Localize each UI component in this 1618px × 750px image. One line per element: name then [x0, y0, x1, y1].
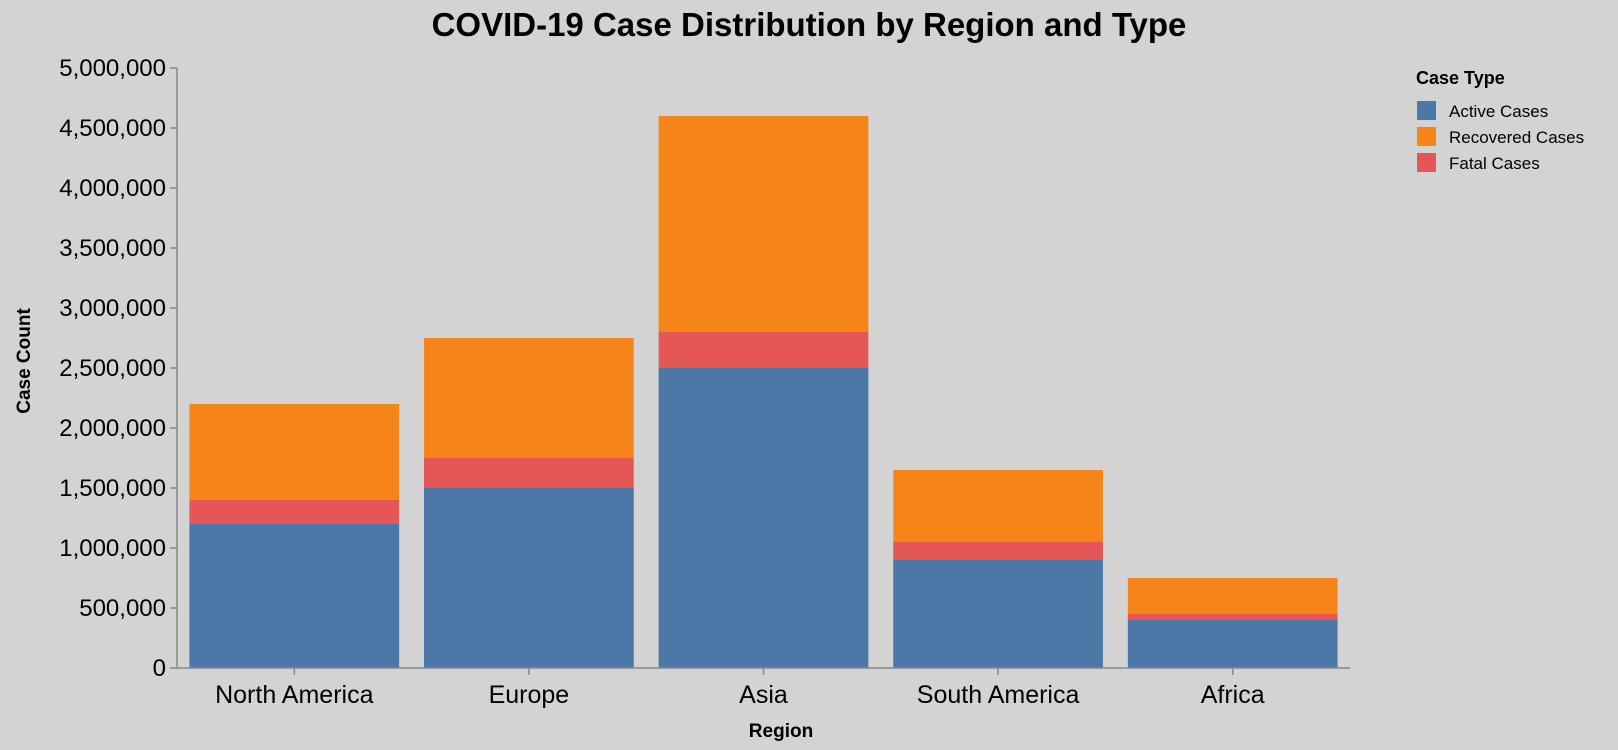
- legend-label-fatal-cases: Fatal Cases: [1449, 154, 1540, 173]
- bar-asia-active-cases: [658, 368, 869, 668]
- bar-north-america-fatal-cases: [189, 500, 400, 524]
- y-tick-label: 4,500,000: [59, 115, 166, 142]
- x-tick-label: North America: [215, 681, 373, 709]
- legend: Case Type Active Cases Recovered Cases Fat…: [1416, 68, 1584, 173]
- y-axis-title: Case Count: [14, 308, 35, 414]
- y-tick-label: 5,000,000: [59, 55, 166, 82]
- y-tick-label: 4,000,000: [59, 175, 166, 202]
- legend-swatch-active-cases: [1417, 101, 1436, 120]
- bar-asia-fatal-cases: [658, 332, 869, 368]
- bar-europe-active-cases: [424, 488, 634, 668]
- legend-label-recovered-cases: Recovered Cases: [1449, 128, 1584, 147]
- legend-swatch-fatal-cases: [1417, 153, 1436, 172]
- y-tick-label: 0: [153, 655, 166, 682]
- x-tick-label: Africa: [1201, 681, 1265, 709]
- y-tick-label: 3,500,000: [59, 235, 166, 262]
- bar-south-america-recovered-cases: [893, 470, 1103, 542]
- bar-north-america-recovered-cases: [189, 404, 400, 500]
- bar-africa-recovered-cases: [1127, 578, 1338, 614]
- y-tick-label: 1,000,000: [59, 535, 166, 562]
- bar-south-america-fatal-cases: [893, 542, 1103, 560]
- y-tick-label: 1,500,000: [59, 475, 166, 502]
- y-axis: 0 500,000 1,000,000 1,500,000 2,000,000 2,500…: [59, 55, 178, 682]
- y-tick-label: 3,000,000: [59, 295, 166, 322]
- x-tick-label: Asia: [739, 681, 788, 709]
- y-tick-label: 2,000,000: [59, 415, 166, 442]
- bar-asia-recovered-cases: [658, 116, 869, 332]
- legend-swatch-recovered-cases: [1417, 127, 1436, 146]
- legend-title: Case Type: [1416, 68, 1505, 88]
- legend-label-active-cases: Active Cases: [1449, 102, 1548, 121]
- x-axis: North America Europe Asia South America Afri…: [177, 667, 1350, 709]
- bar-europe-fatal-cases: [424, 458, 634, 488]
- y-tick-label: 500,000: [79, 595, 166, 622]
- bar-north-america-active-cases: [189, 524, 400, 668]
- x-axis-title: Region: [749, 721, 813, 742]
- y-tick-label: 2,500,000: [59, 355, 166, 382]
- bars-group: [189, 116, 1338, 668]
- chart-title: COVID-19 Case Distribution by Region and…: [432, 6, 1187, 43]
- bar-africa-fatal-cases: [1127, 614, 1338, 620]
- bar-europe-recovered-cases: [424, 338, 634, 458]
- bar-africa-active-cases: [1127, 620, 1338, 668]
- x-tick-label: Europe: [489, 681, 570, 709]
- bar-south-america-active-cases: [893, 560, 1103, 668]
- x-tick-label: South America: [917, 681, 1080, 709]
